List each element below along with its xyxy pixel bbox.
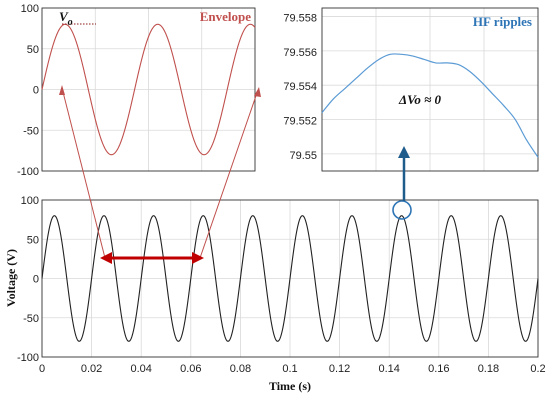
hf-y-tick-label: 79.55	[289, 150, 317, 162]
annotations	[59, 85, 412, 264]
main-x-tick-label: 0.18	[478, 363, 499, 375]
main-y-tick-label: 100	[21, 195, 39, 207]
main-x-tick-label: 0.06	[180, 363, 201, 375]
main-x-tick-label: 0.08	[230, 363, 251, 375]
main-x-tick-label: 0.1	[282, 363, 297, 375]
main-x-tick-label: 0.14	[378, 363, 399, 375]
main-plot: 0 0.02 0.04 0.06 0.08 0.1 0.12 0.14 0.16 0.18 0.2 …	[4, 195, 546, 393]
main-x-tick-label: 0.04	[130, 363, 151, 375]
main-y-tick-label: -50	[23, 313, 39, 325]
envelope-label: Envelope	[200, 9, 252, 24]
main-x-ticks: 0 0.02 0.04 0.06 0.08 0.1 0.12 0.14 0.16 0.18 0.2	[39, 363, 546, 375]
main-y-tick-label: 50	[27, 234, 39, 246]
main-series	[41, 215, 539, 342]
zoom-guide-right-head	[254, 87, 261, 97]
envelope-inset: -100 -50 0 50 100 Vo Envelope	[17, 3, 256, 178]
main-x-tick-label: 0.12	[329, 363, 350, 375]
main-y-tick-label: -100	[17, 352, 39, 364]
envelope-y-ticks: -100 -50 0 50 100	[17, 3, 39, 178]
hf-y-tick-label: 79.552	[283, 116, 317, 128]
zoom-guide-right	[199, 89, 259, 259]
x-axis-label: Time (s)	[269, 379, 311, 393]
period-arrow-left-head	[100, 252, 112, 264]
zoom-arrow-head	[398, 146, 410, 158]
envelope-line	[41, 23, 256, 156]
envelope-y-tick-label: 100	[21, 3, 39, 15]
main-x-tick-label: 0	[39, 363, 45, 375]
zoom-guide-left	[61, 87, 106, 259]
envelope-y-tick-label: 50	[27, 44, 39, 56]
hf-inset-frame	[321, 7, 539, 172]
hf-ripples-inset: 79.55 79.552 79.554 79.556 79.558 HF ripples…	[283, 7, 539, 172]
main-voltage-line	[41, 215, 539, 342]
main-x-tick-label: 0.16	[428, 363, 449, 375]
hf-ripples-label: HF ripples	[473, 14, 532, 29]
hf-ripple-line	[321, 53, 539, 158]
hf-series	[321, 53, 539, 158]
delta-vo-annotation: ΔVo ≈ 0	[398, 92, 442, 107]
vo-annotation: Vo	[59, 9, 73, 28]
hf-y-ticks: 79.55 79.552 79.554 79.556 79.558	[283, 13, 317, 162]
envelope-y-tick-label: -100	[17, 166, 39, 178]
hf-y-tick-label: 79.556	[283, 47, 317, 59]
y-axis-label: Voltage (V)	[4, 249, 18, 307]
zoom-circle	[392, 200, 412, 220]
hf-y-tick-label: 79.554	[283, 81, 317, 93]
main-x-tick-label: 0.02	[81, 363, 102, 375]
envelope-y-tick-label: 0	[33, 85, 39, 97]
main-y-ticks: -100 -50 0 50 100	[17, 195, 39, 364]
hf-y-tick-label: 79.558	[283, 13, 317, 25]
zoom-guide-left-head	[59, 85, 65, 95]
hf-grid	[322, 8, 538, 171]
main-y-tick-label: 0	[33, 274, 39, 286]
main-x-tick-label: 0.2	[530, 363, 545, 375]
envelope-series	[41, 23, 256, 156]
period-arrow-right-head	[192, 252, 204, 264]
envelope-y-tick-label: -50	[23, 125, 39, 137]
